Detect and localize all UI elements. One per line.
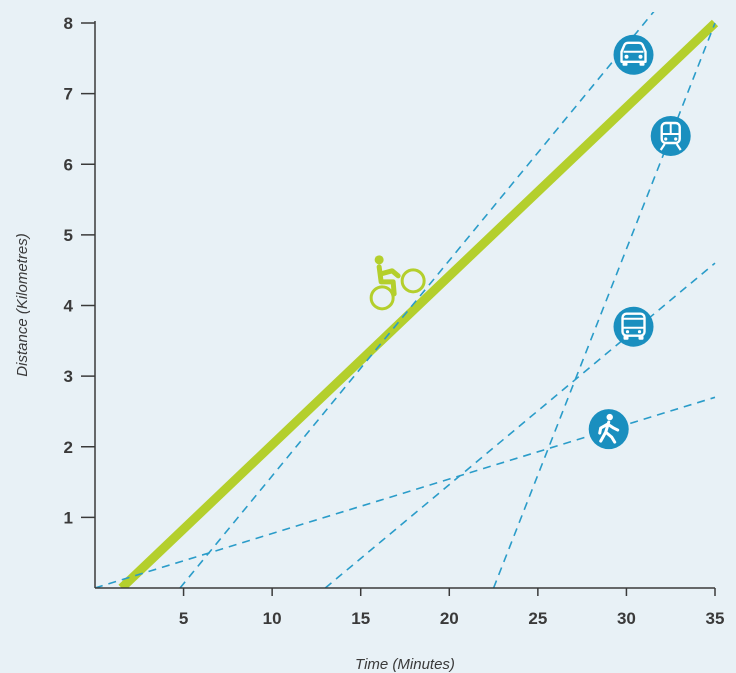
x-tick-label: 5 <box>179 609 188 628</box>
series-line-car <box>179 12 655 588</box>
y-tick-label: 5 <box>64 226 73 245</box>
x-tick-label: 20 <box>440 609 459 628</box>
y-axis-title: Distance (Kilometres) <box>14 233 31 376</box>
train-icon <box>650 116 691 156</box>
y-tick-label: 8 <box>64 14 73 33</box>
y-tick-label: 6 <box>64 155 73 174</box>
y-tick-label: 7 <box>64 85 73 104</box>
y-tick-label: 1 <box>64 508 73 527</box>
y-tick-label: 2 <box>64 438 73 457</box>
walking-person-icon <box>588 409 629 450</box>
x-axis-title: Time (Minutes) <box>355 656 455 673</box>
x-tick-label: 10 <box>263 609 282 628</box>
axes <box>94 21 715 589</box>
series-line-bus <box>324 262 716 588</box>
y-tick-label: 3 <box>64 367 73 386</box>
car-icon <box>613 34 654 75</box>
bicycle-icon <box>369 255 426 311</box>
x-tick-label: 25 <box>528 609 547 628</box>
x-tick-label: 15 <box>351 609 370 628</box>
series-line-walking-person <box>95 396 716 588</box>
series-layer <box>95 12 719 588</box>
series-line-bicycle <box>118 19 719 588</box>
x-tick-label: 30 <box>617 609 636 628</box>
bus-icon <box>613 306 654 347</box>
y-tick-label: 4 <box>64 297 74 316</box>
ticks: 5 10 15 20 25 30 35 1 2 3 4 5 6 7 8 <box>64 14 725 628</box>
markers <box>369 34 691 450</box>
x-tick-label: 35 <box>706 609 725 628</box>
series-line-train <box>492 22 716 588</box>
